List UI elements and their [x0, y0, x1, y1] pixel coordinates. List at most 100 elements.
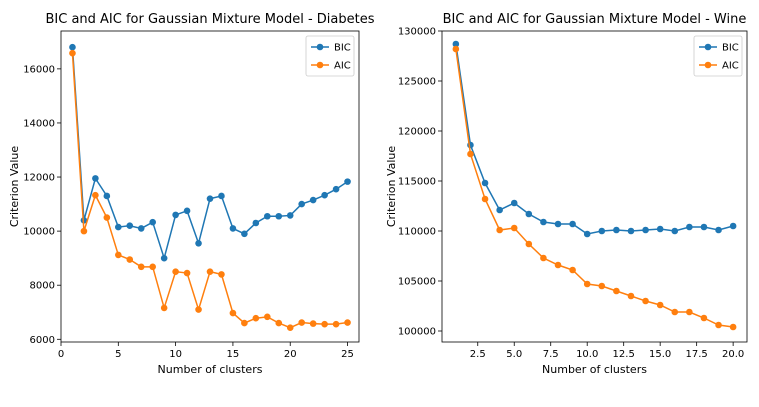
- x-tick-label: 7.5: [543, 349, 559, 360]
- data-point-bic: [715, 226, 722, 234]
- legend-label: BIC: [334, 43, 351, 54]
- data-point-aic: [321, 320, 328, 328]
- y-tick-label: 130000: [398, 27, 436, 38]
- x-tick-label: 25: [341, 349, 354, 360]
- data-point-aic: [309, 320, 317, 327]
- plot-area-frame: [441, 30, 748, 343]
- data-point-aic: [252, 314, 260, 322]
- legend-swatch-marker: [316, 61, 324, 69]
- plot-area-frame: [60, 30, 360, 343]
- x-tick-label: 20.0: [722, 349, 744, 360]
- data-point-bic: [206, 195, 214, 202]
- data-point-bic: [671, 227, 679, 235]
- data-point-bic: [540, 218, 547, 226]
- data-point-bic: [137, 225, 145, 232]
- x-tick-label: 10: [169, 349, 182, 360]
- series-aic: [69, 49, 351, 331]
- data-point-bic: [298, 200, 305, 208]
- data-point-bic: [525, 210, 533, 218]
- x-tick-label: 15: [227, 349, 240, 360]
- chart-title: BIC and AIC for Gaussian Mixture Model -…: [443, 12, 747, 27]
- data-point-aic: [554, 261, 562, 269]
- data-point-bic: [275, 212, 283, 220]
- data-point-aic: [525, 240, 533, 248]
- data-point-aic: [149, 263, 156, 271]
- legend: BIC AIC: [693, 35, 743, 77]
- data-point-bic: [69, 43, 76, 51]
- y-tick-label: 12000: [23, 173, 55, 184]
- data-point-bic: [92, 175, 99, 182]
- x-tick-label: 10.0: [576, 349, 598, 360]
- x-axis-label: Number of clusters: [542, 363, 647, 376]
- data-point-aic: [700, 314, 708, 322]
- data-point-aic: [229, 309, 237, 317]
- data-point-aic: [671, 308, 679, 316]
- data-point-bic: [496, 206, 503, 214]
- data-point-aic: [496, 226, 503, 234]
- legend-swatch-marker: [704, 43, 712, 51]
- data-point-bic: [569, 220, 576, 228]
- x-tick-label: 5.0: [506, 349, 522, 360]
- series-bic: [69, 43, 351, 262]
- data-point-aic: [540, 254, 547, 262]
- legend-label: AIC: [722, 61, 739, 72]
- x-tick-label: 5: [115, 349, 121, 360]
- data-point-aic: [160, 304, 168, 312]
- series-line-aic: [71, 53, 348, 329]
- chart-title: BIC and AIC for Gaussian Mixture Model -…: [45, 12, 374, 27]
- data-point-aic: [286, 324, 294, 331]
- y-tick-label: 115000: [398, 177, 436, 188]
- data-point-aic: [241, 319, 248, 327]
- data-point-aic: [656, 301, 664, 309]
- legend: BIC AIC: [305, 35, 355, 77]
- y-tick-label: 16000: [23, 64, 55, 75]
- data-point-bic: [172, 211, 179, 219]
- series-line-bic: [455, 43, 734, 235]
- x-tick-label: 20: [284, 349, 297, 360]
- data-point-aic: [344, 319, 351, 326]
- data-point-bic: [126, 222, 134, 230]
- data-point-bic: [321, 191, 328, 199]
- data-point-aic: [332, 320, 340, 328]
- series-aic: [452, 45, 737, 331]
- legend-swatch-marker: [316, 43, 324, 51]
- data-point-aic: [172, 268, 179, 275]
- data-point-bic: [344, 178, 351, 185]
- legend-swatch-marker: [704, 61, 712, 69]
- data-point-aic: [613, 287, 620, 295]
- data-point-bic: [510, 199, 518, 207]
- data-point-aic: [218, 271, 225, 278]
- data-point-aic: [137, 263, 145, 271]
- series-line-aic: [455, 48, 734, 328]
- data-point-bic: [160, 254, 168, 262]
- series-bic: [452, 40, 737, 238]
- data-point-bic: [583, 230, 591, 238]
- data-point-aic: [729, 323, 737, 331]
- data-point-bic: [729, 222, 737, 230]
- data-point-aic: [115, 251, 122, 259]
- data-point-aic: [183, 269, 191, 277]
- data-point-aic: [103, 214, 111, 221]
- x-tick-label: 12.5: [613, 349, 635, 360]
- data-point-bic: [642, 226, 649, 234]
- data-point-bic: [686, 223, 693, 231]
- data-point-bic: [700, 223, 708, 231]
- y-tick-label: 8000: [30, 281, 55, 292]
- y-tick-label: 105000: [398, 277, 436, 288]
- data-point-aic: [298, 319, 305, 326]
- legend-label: AIC: [334, 61, 351, 72]
- data-point-bic: [115, 223, 122, 231]
- data-point-aic: [510, 224, 518, 232]
- y-tick-label: 125000: [398, 77, 436, 88]
- x-tick-label: 15.0: [649, 349, 671, 360]
- data-point-aic: [642, 297, 649, 305]
- data-point-bic: [309, 196, 317, 204]
- data-point-bic: [452, 40, 460, 48]
- legend-label: BIC: [722, 43, 739, 54]
- data-point-bic: [103, 192, 111, 200]
- data-point-aic: [275, 319, 283, 327]
- data-point-bic: [252, 219, 260, 227]
- data-point-aic: [627, 292, 635, 300]
- data-point-bic: [218, 192, 225, 200]
